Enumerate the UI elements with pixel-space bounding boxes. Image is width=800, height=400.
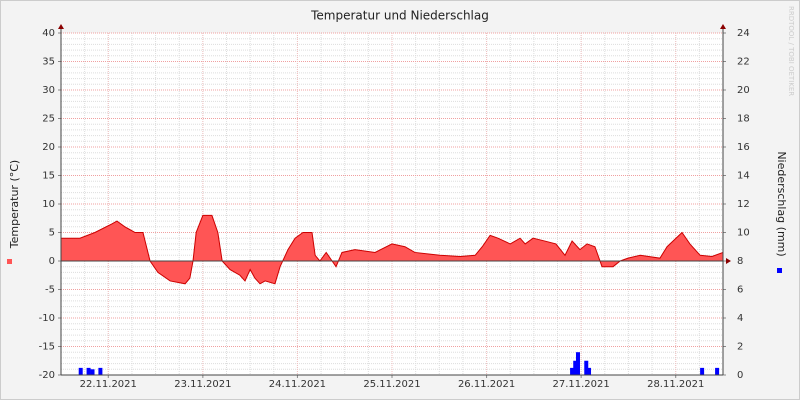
y2-tick-label: 12 [737, 199, 750, 210]
y2-axis-arrow [720, 24, 726, 29]
y-tick-label: -10 [39, 313, 55, 324]
x-tick-label: 22.11.2021 [80, 379, 137, 390]
temperature-line [61, 214, 724, 285]
y2-tick-label: 20 [737, 85, 750, 96]
y2-tick-label: 24 [737, 28, 750, 39]
y-tick-label: 20 [42, 142, 55, 153]
y-tick-label: 15 [42, 171, 55, 182]
precipitation-bar [700, 367, 705, 375]
precipitation-bar [575, 352, 580, 375]
y-tick-label: 10 [42, 199, 55, 210]
y2-tick-label: 14 [737, 171, 750, 182]
x-tick-label: 26.11.2021 [458, 379, 515, 390]
y-axis-label: Temperatur (°C) [8, 160, 21, 249]
watermark: RRDTOOL / TOBI OETIKER [787, 6, 795, 96]
y-tick-label: 40 [42, 28, 55, 39]
y2-tick-label: 22 [737, 57, 750, 68]
precipitation-bar [98, 367, 103, 375]
precipitation-bar [78, 367, 83, 375]
precipitation-bar [86, 367, 91, 375]
temperature-area [61, 215, 723, 284]
y2-axis-label: Niederschlag (mm) [775, 151, 788, 256]
y-tick-label: 35 [42, 57, 55, 68]
y-tick-label: 0 [49, 256, 55, 267]
precipitation-bar [587, 367, 592, 375]
x-tick-label: 23.11.2021 [174, 379, 231, 390]
precipitation-bar [90, 369, 95, 375]
y-tick-label: -5 [45, 285, 55, 296]
x-tick-label: 24.11.2021 [269, 379, 326, 390]
y-tick-label: -20 [39, 370, 55, 381]
grid [61, 32, 723, 376]
y2-tick-label: 10 [737, 228, 750, 239]
x-tick-label: 28.11.2021 [647, 379, 704, 390]
y2-tick-label: 4 [737, 313, 743, 324]
y-axis-arrow [58, 24, 64, 29]
y-tick-label: 5 [49, 228, 55, 239]
x-tick-label: 25.11.2021 [363, 379, 420, 390]
y2-tick-label: 16 [737, 142, 750, 153]
precipitation-bar [570, 367, 575, 375]
y2-tick-label: 0 [737, 370, 743, 381]
precipitation-bar [715, 367, 720, 375]
y2-tick-label: 8 [737, 256, 743, 267]
precipitation-bar [573, 360, 578, 375]
precipitation-bar [584, 360, 589, 375]
legend-swatch [7, 259, 12, 264]
legend-swatch [777, 268, 782, 273]
x-axis-arrow [726, 258, 731, 264]
y-tick-label: 25 [42, 114, 55, 125]
y-tick-label: 30 [42, 85, 55, 96]
y2-tick-label: 18 [737, 114, 750, 125]
y-tick-label: -15 [39, 342, 55, 353]
x-tick-label: 27.11.2021 [553, 379, 610, 390]
chart-title: Temperatur und Niederschlag [310, 9, 489, 23]
y2-tick-label: 2 [737, 342, 743, 353]
y2-tick-label: 6 [737, 285, 743, 296]
